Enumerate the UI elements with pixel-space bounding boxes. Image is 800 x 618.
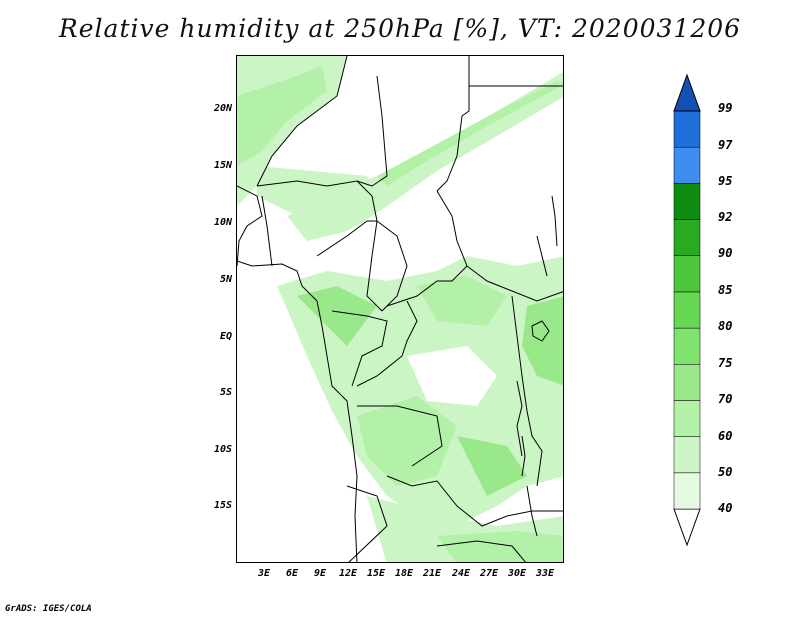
humidity-region — [407, 346, 497, 406]
colorbar-segment — [673, 146, 701, 184]
humidity-region — [467, 146, 563, 251]
border — [261, 195, 273, 267]
lon-label-24e: 24E — [451, 568, 471, 579]
colorbar-segment — [673, 183, 701, 220]
colorbar-label-80: 80 — [718, 319, 733, 333]
humidity-region — [437, 531, 563, 562]
colorbar-label-90: 90 — [718, 246, 733, 260]
colorbar-label-70: 70 — [718, 392, 733, 406]
colorbar-label-95: 95 — [718, 174, 733, 188]
lat-label-5n: 5N — [219, 274, 232, 285]
colorbar-label-92: 92 — [718, 210, 733, 224]
lon-label-6e: 6E — [285, 568, 299, 579]
humidity-region — [317, 96, 427, 156]
border — [436, 56, 470, 192]
colorbar-label-60: 60 — [718, 429, 733, 443]
colorbar-segment — [673, 291, 701, 329]
colorbar-label-40: 40 — [718, 501, 733, 515]
borders — [237, 56, 563, 562]
colorbar-segment — [673, 436, 701, 474]
humidity-region — [237, 66, 327, 166]
border — [256, 180, 378, 222]
humidity-region — [257, 166, 387, 226]
lon-label-18e: 18E — [394, 568, 414, 579]
colorbar-label-99: 99 — [718, 101, 733, 115]
colorbar-min-triangle — [673, 508, 701, 547]
border — [357, 405, 443, 467]
lat-label-15s: 15S — [213, 500, 232, 511]
colorbar-segment — [673, 400, 701, 437]
coastline — [237, 185, 263, 267]
colorbar-segment — [673, 219, 701, 256]
colorbar-segments — [673, 73, 701, 547]
lat-label-20n: 20N — [213, 103, 232, 114]
lakes — [521, 320, 550, 537]
border — [436, 190, 468, 267]
lon-label-27e: 27E — [479, 568, 499, 579]
border — [376, 220, 408, 312]
lake — [521, 435, 526, 477]
lake — [526, 485, 538, 537]
colorbar-max-triangle — [673, 73, 701, 112]
border — [511, 295, 543, 487]
colorbar-segment — [673, 472, 701, 510]
lon-label-33e: 33E — [535, 568, 555, 579]
colorbar-segment — [673, 255, 701, 293]
border — [356, 300, 418, 387]
lat-label-10n: 10N — [213, 217, 232, 228]
colorbar-segment — [673, 110, 701, 148]
colorbar-label-75: 75 — [718, 356, 733, 370]
colorbar-label-50: 50 — [718, 465, 733, 479]
colorbar — [673, 73, 701, 547]
colorbar-label-97: 97 — [718, 138, 733, 152]
lon-label-30e: 30E — [507, 568, 527, 579]
lon-label-15e: 15E — [366, 568, 386, 579]
lon-label-12e: 12E — [338, 568, 358, 579]
coastline — [237, 260, 358, 562]
lat-label-10s: 10S — [213, 444, 232, 455]
border — [436, 540, 526, 562]
humidity-region — [417, 276, 507, 326]
border — [356, 75, 388, 187]
colorbar-segment — [673, 364, 701, 401]
lake — [531, 320, 550, 342]
map-title: Relative humidity at 250hPa [%], VT: 202… — [58, 14, 742, 43]
border — [516, 380, 523, 457]
border — [536, 235, 548, 277]
colorbar-label-85: 85 — [718, 283, 733, 297]
humidity-region — [377, 81, 563, 186]
humidity-region — [457, 436, 527, 496]
lon-label-3e: 3E — [257, 568, 271, 579]
humidity-region — [357, 396, 457, 486]
border — [256, 56, 348, 187]
border — [331, 310, 388, 387]
border — [386, 475, 563, 527]
map-area — [236, 55, 564, 563]
lat-label-5s: 5S — [219, 387, 232, 398]
lon-label-9e: 9E — [313, 568, 327, 579]
grads-credit: GrADS: IGES/COLA — [5, 604, 92, 614]
humidity-map-svg — [237, 56, 563, 562]
border — [346, 485, 388, 562]
lat-label-15n: 15N — [213, 160, 232, 171]
lon-label-21e: 21E — [422, 568, 442, 579]
humidity-field — [237, 56, 563, 562]
border — [551, 195, 558, 247]
colorbar-segment — [673, 327, 701, 365]
lat-label-eq: EQ — [219, 331, 232, 342]
